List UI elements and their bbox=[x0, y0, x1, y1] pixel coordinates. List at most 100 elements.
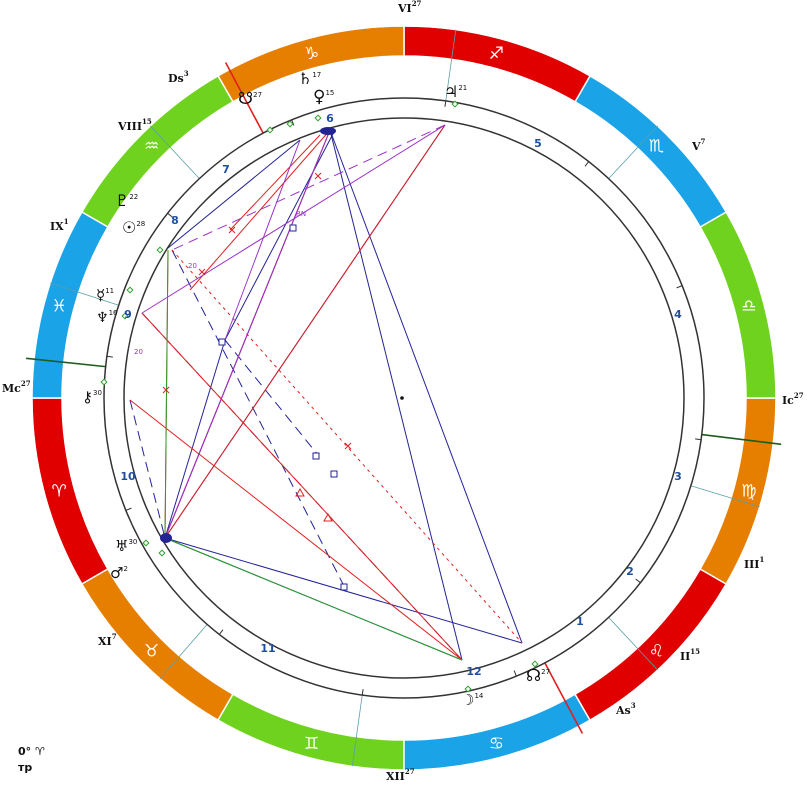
footer-zero-aries: 0° ♈ bbox=[18, 745, 45, 758]
planet-marker bbox=[464, 685, 472, 693]
aspect-line-blue bbox=[224, 129, 336, 341]
mercury-icon: ☿11 bbox=[96, 286, 114, 304]
capricorn-sign-icon: ♑ bbox=[304, 44, 319, 64]
degree-tick bbox=[513, 670, 517, 677]
cusp-degree-xii: 27 bbox=[405, 767, 415, 776]
house-number-4: 4 bbox=[674, 308, 682, 321]
cusp-label-ix: IX1 bbox=[50, 217, 69, 233]
square-aspect-icon bbox=[289, 224, 297, 232]
cusp-line-vi bbox=[445, 29, 457, 101]
house-number-6: 6 bbox=[326, 112, 334, 125]
house-number-8: 8 bbox=[171, 214, 179, 227]
square-aspect-icon bbox=[218, 338, 226, 346]
square-aspect-icon bbox=[312, 452, 320, 460]
aspect-line-blue bbox=[224, 339, 319, 456]
planet-marker bbox=[314, 114, 322, 122]
virgo-sign-icon: ♍ bbox=[741, 481, 756, 501]
aspect-inner-label: RN bbox=[296, 210, 306, 218]
house-number-3: 3 bbox=[674, 470, 682, 483]
pisces-sign-icon: ♓ bbox=[52, 297, 67, 317]
degree-tick bbox=[167, 212, 173, 218]
cusp-degree-vi: 27 bbox=[412, 0, 422, 8]
south-node-degree: 27 bbox=[253, 91, 262, 99]
cusp-degree-ix: 1 bbox=[64, 217, 69, 226]
north-node-degree: 27 bbox=[541, 668, 550, 676]
quincunx-aspect-icon bbox=[228, 226, 236, 234]
mars-icon: ♂2 bbox=[110, 564, 128, 582]
chiron-icon: ⚷30 bbox=[82, 388, 102, 406]
aspect-line-red bbox=[164, 124, 446, 539]
uranus-icon: ♅30 bbox=[115, 537, 137, 555]
aspect-line-blue bbox=[164, 339, 226, 539]
zodiac-outer-edge bbox=[31, 25, 777, 771]
aspect-line-purple bbox=[171, 124, 446, 251]
degree-tick bbox=[695, 438, 702, 441]
chart-footer: 0° ♈ тр bbox=[18, 744, 45, 776]
quincunx-aspect-icon bbox=[344, 442, 352, 450]
planet-cluster-top bbox=[320, 127, 336, 135]
pluto-icon: ♇22 bbox=[115, 191, 138, 210]
cusp-degree-ic: 27 bbox=[794, 391, 804, 400]
cusp-line-ds bbox=[224, 62, 264, 134]
chiron-degree: 30 bbox=[93, 389, 102, 397]
degree-tick bbox=[676, 285, 683, 289]
scorpio-sign-icon: ♏ bbox=[649, 137, 664, 157]
south-node-icon: ☋27 bbox=[238, 89, 262, 109]
cusp-degree-ds: 3 bbox=[184, 69, 189, 78]
cancer-sign-icon: ♋ bbox=[489, 734, 504, 754]
zodiac-ring: ♈ ♉ ♊ ♋ ♌ ♍ ♎ ♏ ♐ ♑ ♒ ♓ bbox=[31, 25, 777, 771]
cusp-line-iii bbox=[690, 485, 760, 508]
cusp-degree-xi: 7 bbox=[112, 632, 117, 641]
house-number-9: 9 bbox=[124, 308, 132, 321]
aspect-line-green bbox=[164, 249, 169, 539]
neptune-degree: 16 bbox=[109, 309, 118, 317]
planet-position-markers bbox=[100, 100, 539, 693]
sun-degree: 28 bbox=[136, 220, 145, 228]
inner-ring-inner-circle bbox=[123, 117, 685, 679]
planet-marker bbox=[156, 246, 164, 254]
cusp-line-mc bbox=[25, 357, 106, 368]
cusp-label-vi: VI27 bbox=[397, 0, 422, 15]
aspect-line-red bbox=[129, 399, 463, 661]
square-aspect-icon bbox=[330, 470, 338, 478]
aspect-lines bbox=[129, 124, 523, 661]
footer-transit-label: тр bbox=[18, 761, 33, 774]
saturn-icon: ♄17 bbox=[298, 69, 321, 88]
uranus-degree: 30 bbox=[128, 538, 137, 546]
cusp-line-xii bbox=[351, 695, 363, 767]
libra-sign-icon: ♎ bbox=[741, 297, 756, 317]
cusp-line-xi bbox=[159, 624, 208, 680]
aspect-inner-label: 20 bbox=[188, 262, 197, 270]
aspect-line-blue bbox=[167, 139, 301, 249]
cusp-degree-v: 7 bbox=[701, 137, 706, 146]
cusp-degree-viii: 15 bbox=[142, 117, 152, 126]
planet-marker bbox=[531, 660, 539, 668]
cusp-degree-iii: 1 bbox=[759, 555, 764, 564]
inner-wheel bbox=[103, 97, 705, 699]
trine-aspect-icon bbox=[295, 487, 305, 497]
leo-sign-icon: ♌ bbox=[649, 641, 664, 661]
planet-marker bbox=[121, 312, 129, 320]
aspect-inner-label: 20 bbox=[134, 348, 143, 356]
cusp-label-ds: Ds3 bbox=[168, 69, 189, 85]
degree-tick bbox=[584, 161, 590, 167]
aspect-line-red bbox=[229, 134, 321, 231]
aspect-line-green bbox=[164, 537, 463, 661]
planet-marker bbox=[451, 100, 459, 108]
house-number-7: 7 bbox=[222, 163, 230, 176]
house-number-11: 11 bbox=[260, 642, 275, 655]
cusp-line-v bbox=[608, 125, 658, 179]
planet-cluster-left bbox=[160, 533, 172, 543]
degree-tick bbox=[218, 629, 224, 635]
sagittarius-sign-icon: ♐ bbox=[489, 44, 504, 64]
cusp-degree-as: 3 bbox=[631, 701, 636, 710]
aspect-line-purple bbox=[164, 129, 331, 539]
cusp-line-ic bbox=[701, 433, 782, 446]
cusp-label-xii: XII27 bbox=[386, 767, 415, 783]
degree-tick bbox=[125, 507, 132, 511]
quincunx-aspect-icon bbox=[314, 172, 322, 180]
aspect-line-red bbox=[141, 312, 463, 661]
aspect-line-blue bbox=[329, 129, 523, 644]
planet-marker bbox=[126, 286, 134, 294]
